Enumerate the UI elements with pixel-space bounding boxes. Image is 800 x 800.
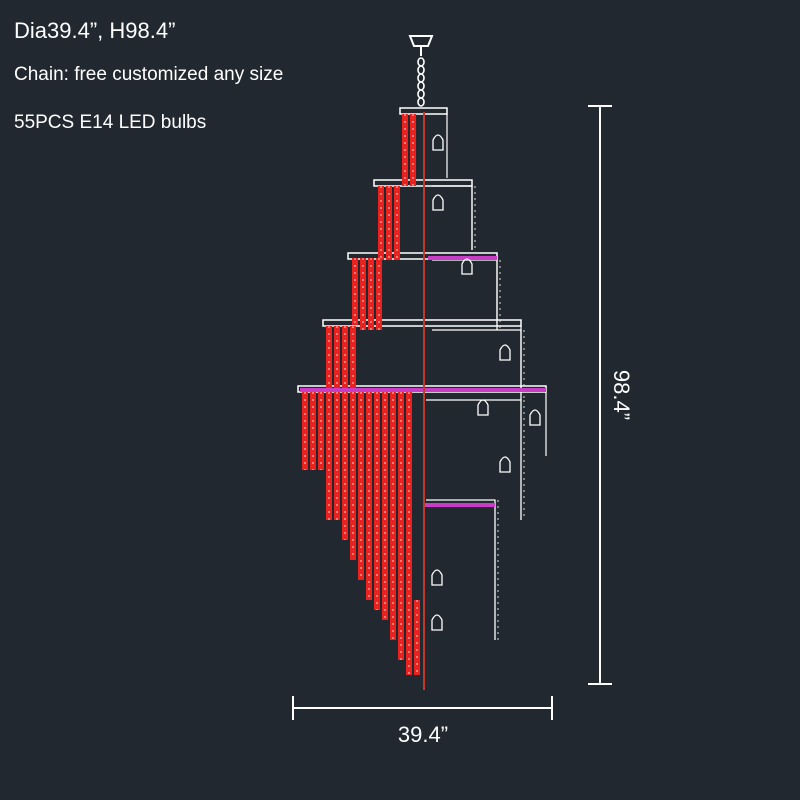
crystal-strand	[342, 326, 348, 395]
width-dimension	[292, 696, 553, 720]
bulb-icon	[529, 409, 541, 426]
bulb-icon	[499, 344, 511, 361]
bulb-icon	[432, 194, 444, 211]
crystal-strand	[310, 392, 316, 470]
hanging-chain	[417, 57, 425, 107]
tier-ring	[322, 319, 522, 327]
spec-chain: Chain: free customized any size	[14, 64, 284, 85]
led-bulbs	[431, 134, 541, 631]
crystal-tiers	[297, 107, 547, 675]
crystal-strand	[318, 392, 324, 470]
bulb-icon	[499, 456, 511, 473]
bulb-icon	[431, 614, 443, 631]
crystal-strand	[352, 258, 358, 325]
height-dimension	[588, 105, 612, 685]
bulb-icon	[431, 569, 443, 586]
crystal-strand	[358, 392, 364, 580]
ceiling-canopy	[408, 35, 434, 56]
crystal-strand	[302, 392, 308, 470]
width-label: 39.4”	[398, 722, 448, 747]
crystal-strand	[350, 326, 356, 395]
crystal-strand	[366, 392, 372, 600]
crystal-strand	[326, 326, 332, 395]
chain-link	[417, 73, 425, 83]
frame-bracket	[426, 499, 496, 640]
bulb-icon	[432, 134, 444, 151]
crystal-strand	[334, 326, 340, 395]
chain-link	[417, 81, 425, 91]
crystal-strand	[390, 392, 396, 640]
chain-link	[417, 89, 425, 99]
frame-bracket	[426, 399, 522, 520]
chain-link	[417, 65, 425, 75]
frame-bracket	[432, 185, 473, 250]
crystal-strand	[342, 392, 348, 540]
spec-title: Dia39.4”, H98.4”	[14, 18, 176, 43]
crystal-strand	[374, 392, 380, 610]
crystal-strand	[414, 600, 420, 675]
frame-bracket	[432, 329, 522, 400]
bulb-icon	[461, 258, 473, 275]
accent-plate	[428, 256, 497, 260]
chain-link	[417, 57, 425, 67]
accent-plate	[425, 503, 495, 507]
spec-bulbs: 55PCS E14 LED bulbs	[14, 112, 207, 133]
height-label: 98.4”	[609, 370, 634, 420]
bulb-icon	[477, 399, 489, 416]
chain-link	[417, 97, 425, 107]
